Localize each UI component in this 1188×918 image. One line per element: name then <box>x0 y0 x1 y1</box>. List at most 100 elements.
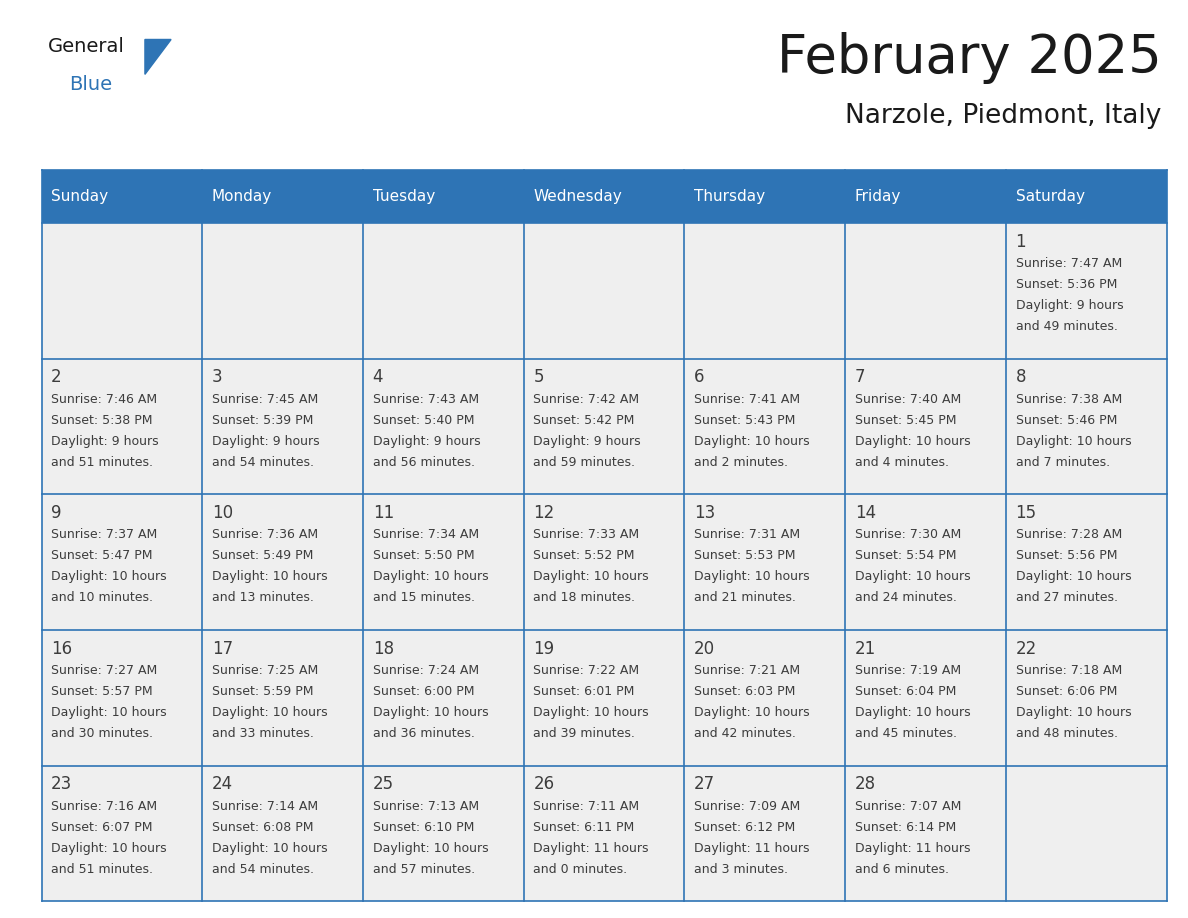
Bar <box>202 495 364 630</box>
Text: Daylight: 9 hours: Daylight: 9 hours <box>51 435 159 448</box>
Bar <box>1006 495 1167 630</box>
Bar <box>202 766 364 901</box>
Bar <box>364 170 524 223</box>
Text: and 51 minutes.: and 51 minutes. <box>51 863 153 876</box>
Text: Sunset: 6:00 PM: Sunset: 6:00 PM <box>373 685 474 698</box>
Text: 2: 2 <box>51 368 62 386</box>
Text: and 27 minutes.: and 27 minutes. <box>1016 591 1118 604</box>
Text: Daylight: 10 hours: Daylight: 10 hours <box>51 706 166 719</box>
Text: Sunrise: 7:47 AM: Sunrise: 7:47 AM <box>1016 257 1121 270</box>
Text: 11: 11 <box>373 504 394 522</box>
Text: and 24 minutes.: and 24 minutes. <box>855 591 956 604</box>
Text: Daylight: 9 hours: Daylight: 9 hours <box>211 435 320 448</box>
Text: and 18 minutes.: and 18 minutes. <box>533 591 636 604</box>
Text: and 39 minutes.: and 39 minutes. <box>533 727 636 740</box>
Text: Sunrise: 7:27 AM: Sunrise: 7:27 AM <box>51 664 158 677</box>
Text: Sunrise: 7:42 AM: Sunrise: 7:42 AM <box>533 393 639 406</box>
Text: 20: 20 <box>694 640 715 657</box>
Text: 4: 4 <box>373 368 384 386</box>
Text: and 57 minutes.: and 57 minutes. <box>373 863 475 876</box>
Text: 15: 15 <box>1016 504 1037 522</box>
Text: Daylight: 10 hours: Daylight: 10 hours <box>694 570 810 584</box>
Text: Sunset: 6:03 PM: Sunset: 6:03 PM <box>694 685 796 698</box>
Text: Sunset: 5:59 PM: Sunset: 5:59 PM <box>211 685 314 698</box>
Text: 24: 24 <box>211 776 233 793</box>
Bar <box>845 630 1006 766</box>
Text: and 13 minutes.: and 13 minutes. <box>211 591 314 604</box>
Text: Sunset: 6:12 PM: Sunset: 6:12 PM <box>694 821 795 834</box>
Text: 17: 17 <box>211 640 233 657</box>
Bar <box>364 223 524 359</box>
Text: and 21 minutes.: and 21 minutes. <box>694 591 796 604</box>
Bar <box>1006 630 1167 766</box>
Text: Sunset: 6:11 PM: Sunset: 6:11 PM <box>533 821 634 834</box>
Text: Daylight: 10 hours: Daylight: 10 hours <box>51 570 166 584</box>
Text: Daylight: 11 hours: Daylight: 11 hours <box>694 842 809 855</box>
Text: 26: 26 <box>533 776 555 793</box>
Text: Sunset: 5:47 PM: Sunset: 5:47 PM <box>51 549 153 563</box>
Text: Sunset: 6:04 PM: Sunset: 6:04 PM <box>855 685 956 698</box>
Bar <box>202 359 364 495</box>
Text: 13: 13 <box>694 504 715 522</box>
Text: Sunrise: 7:36 AM: Sunrise: 7:36 AM <box>211 529 318 542</box>
Text: Sunrise: 7:45 AM: Sunrise: 7:45 AM <box>211 393 318 406</box>
Text: Daylight: 10 hours: Daylight: 10 hours <box>1016 435 1131 448</box>
Text: Sunset: 5:56 PM: Sunset: 5:56 PM <box>1016 549 1117 563</box>
Text: Daylight: 9 hours: Daylight: 9 hours <box>1016 299 1123 312</box>
Text: Sunrise: 7:09 AM: Sunrise: 7:09 AM <box>694 800 801 812</box>
Text: and 54 minutes.: and 54 minutes. <box>211 863 314 876</box>
Text: 10: 10 <box>211 504 233 522</box>
Text: Daylight: 10 hours: Daylight: 10 hours <box>855 706 971 719</box>
Text: General: General <box>48 37 125 56</box>
Text: and 2 minutes.: and 2 minutes. <box>694 455 788 469</box>
Text: and 6 minutes.: and 6 minutes. <box>855 863 949 876</box>
Text: Narzole, Piedmont, Italy: Narzole, Piedmont, Italy <box>846 103 1162 129</box>
Text: and 51 minutes.: and 51 minutes. <box>51 455 153 469</box>
Text: Sunrise: 7:07 AM: Sunrise: 7:07 AM <box>855 800 961 812</box>
Text: 5: 5 <box>533 368 544 386</box>
Text: and 54 minutes.: and 54 minutes. <box>211 455 314 469</box>
Text: and 3 minutes.: and 3 minutes. <box>694 863 788 876</box>
Text: 19: 19 <box>533 640 555 657</box>
Text: Sunday: Sunday <box>51 189 108 204</box>
Text: Wednesday: Wednesday <box>533 189 623 204</box>
Text: 12: 12 <box>533 504 555 522</box>
Text: and 30 minutes.: and 30 minutes. <box>51 727 153 740</box>
Text: Sunset: 5:38 PM: Sunset: 5:38 PM <box>51 414 153 427</box>
Text: Daylight: 10 hours: Daylight: 10 hours <box>211 570 328 584</box>
Bar <box>845 170 1006 223</box>
Bar <box>202 630 364 766</box>
Text: and 42 minutes.: and 42 minutes. <box>694 727 796 740</box>
Text: Sunrise: 7:19 AM: Sunrise: 7:19 AM <box>855 664 961 677</box>
Bar <box>42 495 202 630</box>
Text: Daylight: 10 hours: Daylight: 10 hours <box>694 435 810 448</box>
Text: Monday: Monday <box>211 189 272 204</box>
Bar <box>1006 766 1167 901</box>
Text: and 0 minutes.: and 0 minutes. <box>533 863 627 876</box>
Text: Sunrise: 7:25 AM: Sunrise: 7:25 AM <box>211 664 318 677</box>
Text: 6: 6 <box>694 368 704 386</box>
Text: Sunset: 6:14 PM: Sunset: 6:14 PM <box>855 821 956 834</box>
Text: Sunset: 6:01 PM: Sunset: 6:01 PM <box>533 685 634 698</box>
Text: Friday: Friday <box>855 189 902 204</box>
Text: Sunrise: 7:38 AM: Sunrise: 7:38 AM <box>1016 393 1121 406</box>
Bar <box>42 359 202 495</box>
Text: and 56 minutes.: and 56 minutes. <box>373 455 475 469</box>
Text: Sunset: 6:07 PM: Sunset: 6:07 PM <box>51 821 153 834</box>
Text: Daylight: 9 hours: Daylight: 9 hours <box>533 435 642 448</box>
Text: Sunset: 6:08 PM: Sunset: 6:08 PM <box>211 821 314 834</box>
Text: Sunrise: 7:37 AM: Sunrise: 7:37 AM <box>51 529 158 542</box>
Bar <box>364 630 524 766</box>
Text: 28: 28 <box>855 776 876 793</box>
Text: Daylight: 10 hours: Daylight: 10 hours <box>855 435 971 448</box>
Text: and 49 minutes.: and 49 minutes. <box>1016 320 1118 333</box>
Bar <box>364 766 524 901</box>
Bar <box>364 359 524 495</box>
Bar <box>524 630 684 766</box>
Text: Sunrise: 7:33 AM: Sunrise: 7:33 AM <box>533 529 639 542</box>
Text: 25: 25 <box>373 776 393 793</box>
Text: 14: 14 <box>855 504 876 522</box>
Bar <box>202 223 364 359</box>
Text: Sunset: 5:46 PM: Sunset: 5:46 PM <box>1016 414 1117 427</box>
Text: 7: 7 <box>855 368 865 386</box>
